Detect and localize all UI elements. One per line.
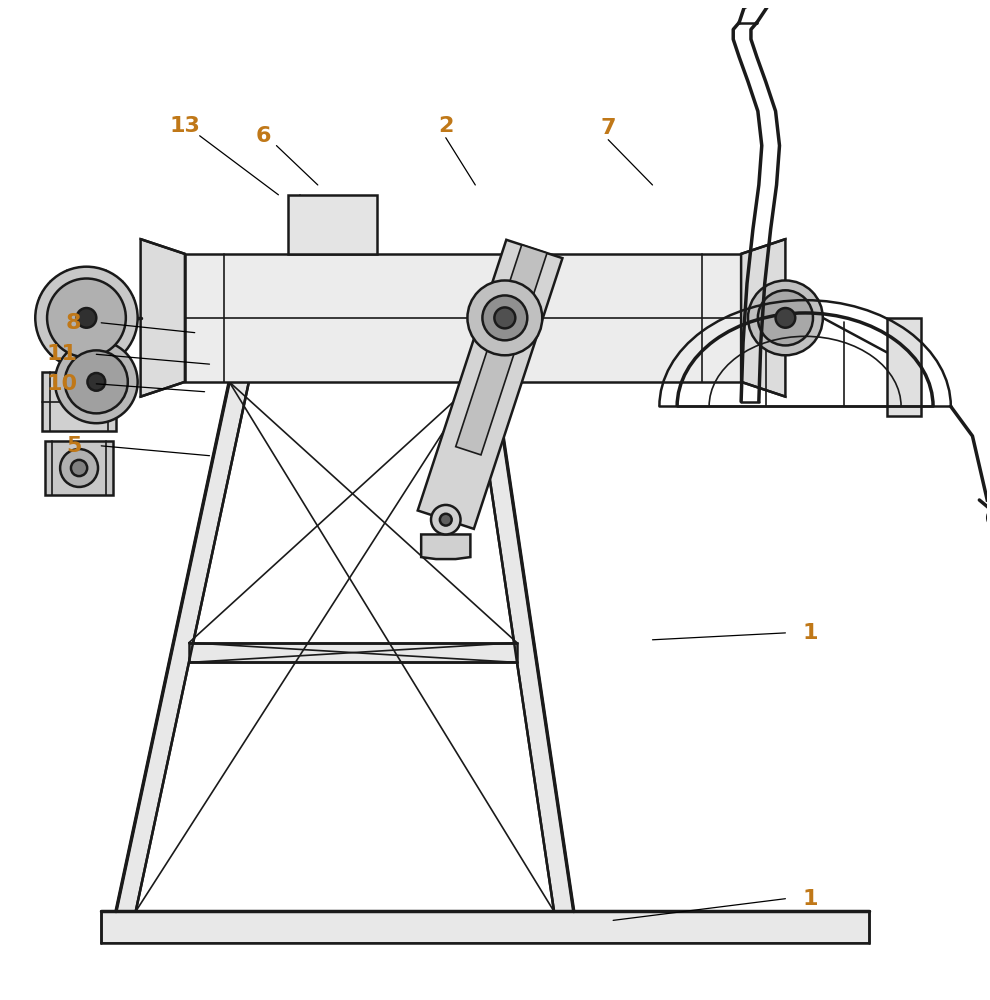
Circle shape: [758, 290, 813, 345]
Circle shape: [482, 295, 528, 340]
Circle shape: [76, 308, 96, 328]
Circle shape: [431, 505, 460, 534]
Text: 1: 1: [802, 889, 818, 909]
Text: 8: 8: [66, 313, 81, 333]
Bar: [101, 911, 869, 943]
Bar: [189, 643, 517, 662]
Polygon shape: [418, 240, 562, 529]
Circle shape: [60, 449, 98, 487]
Bar: [288, 195, 377, 254]
Text: 7: 7: [601, 118, 616, 138]
Text: 5: 5: [66, 436, 81, 456]
Bar: [185, 254, 742, 382]
Circle shape: [467, 280, 543, 355]
Polygon shape: [116, 382, 248, 911]
Bar: [43, 372, 116, 431]
Circle shape: [71, 460, 87, 476]
Circle shape: [987, 508, 990, 528]
Polygon shape: [475, 382, 574, 911]
Circle shape: [748, 280, 823, 355]
Polygon shape: [742, 239, 785, 397]
Polygon shape: [141, 239, 185, 397]
Bar: [887, 318, 922, 416]
Text: 2: 2: [439, 116, 453, 136]
Bar: [46, 441, 113, 495]
Circle shape: [55, 341, 138, 423]
Text: 11: 11: [47, 344, 77, 364]
Circle shape: [36, 267, 138, 369]
Circle shape: [494, 307, 516, 328]
Circle shape: [48, 278, 126, 357]
Circle shape: [440, 514, 451, 526]
Text: 10: 10: [47, 374, 77, 394]
Text: 6: 6: [255, 126, 271, 146]
Text: 13: 13: [169, 116, 200, 136]
Polygon shape: [455, 245, 547, 455]
Polygon shape: [421, 534, 470, 559]
Circle shape: [64, 350, 128, 413]
Circle shape: [87, 373, 105, 391]
Circle shape: [775, 308, 795, 328]
Text: 1: 1: [802, 623, 818, 643]
